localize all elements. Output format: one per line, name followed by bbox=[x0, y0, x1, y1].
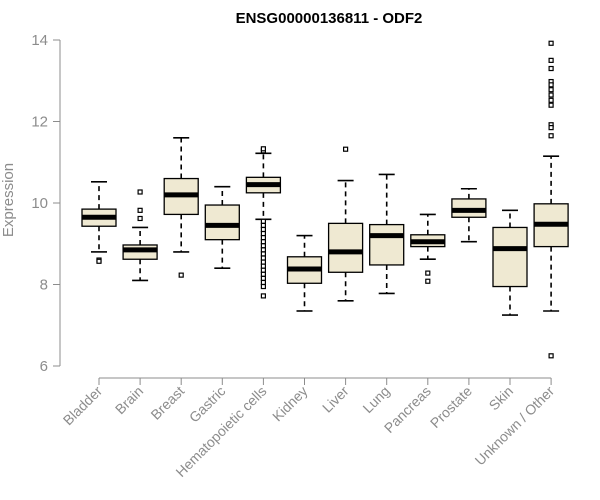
outlier-point bbox=[548, 92, 554, 98]
box-group bbox=[122, 189, 158, 282]
outlier-point bbox=[343, 146, 349, 152]
outlier-point bbox=[260, 243, 266, 249]
outlier-point bbox=[548, 40, 554, 46]
box-iqr bbox=[492, 226, 528, 288]
outlier-point bbox=[260, 247, 266, 253]
box-group bbox=[451, 187, 487, 243]
outlier-point bbox=[260, 251, 266, 257]
y-tick-label: 14 bbox=[31, 32, 48, 49]
outlier-point bbox=[425, 278, 431, 284]
outlier-point bbox=[96, 258, 102, 264]
outlier-point bbox=[260, 259, 266, 265]
x-tick-label: Skin bbox=[486, 383, 517, 414]
outlier-point bbox=[260, 279, 266, 286]
outlier-point bbox=[548, 353, 554, 359]
box-group bbox=[369, 173, 405, 295]
box-iqr bbox=[327, 222, 364, 273]
box-iqr bbox=[369, 223, 405, 266]
outlier-point bbox=[260, 271, 266, 277]
outlier-point bbox=[260, 239, 266, 245]
outlier-point bbox=[260, 275, 266, 281]
outlier-point bbox=[548, 125, 554, 131]
outlier-point bbox=[260, 267, 266, 273]
y-axis: 6 8 10 12 14 bbox=[31, 32, 61, 375]
outlier-point bbox=[137, 215, 143, 222]
x-tick-label: Bladder bbox=[60, 383, 106, 429]
outlier-point bbox=[260, 218, 266, 224]
box-group bbox=[410, 213, 446, 284]
outlier-point bbox=[260, 226, 266, 233]
box-group bbox=[81, 181, 117, 264]
outlier-point bbox=[137, 207, 143, 213]
outlier-point bbox=[260, 293, 266, 299]
box-iqr bbox=[204, 204, 240, 241]
x-tick-label: Liver bbox=[319, 383, 352, 416]
outlier-point bbox=[548, 133, 554, 139]
outlier-point bbox=[260, 235, 266, 241]
x-tick-label: Prostate bbox=[427, 383, 475, 431]
y-tick-label: 8 bbox=[40, 277, 48, 294]
box-group bbox=[492, 209, 528, 316]
box-group bbox=[533, 40, 569, 359]
outlier-point bbox=[548, 57, 554, 63]
outlier-point bbox=[548, 87, 554, 93]
outlier-point bbox=[425, 270, 431, 276]
outlier-point bbox=[260, 283, 266, 290]
x-tick-label: Breast bbox=[147, 383, 187, 423]
chart-title: ENSG00000136811 - ODF2 bbox=[236, 10, 423, 27]
box-group bbox=[327, 146, 364, 302]
x-tick-label: Lung bbox=[359, 383, 392, 416]
outlier-point bbox=[260, 255, 266, 261]
outlier-point bbox=[548, 102, 554, 108]
outlier-point bbox=[260, 146, 266, 152]
outlier-point bbox=[260, 263, 266, 269]
outlier-point bbox=[137, 189, 143, 195]
outlier-point bbox=[260, 222, 266, 229]
box-group bbox=[286, 234, 323, 312]
outlier-point bbox=[548, 65, 554, 72]
y-tick-label: 10 bbox=[31, 195, 48, 212]
box-group bbox=[245, 146, 282, 299]
y-axis-label: Expression bbox=[0, 163, 17, 237]
x-tick-label: Kidney bbox=[269, 383, 311, 425]
y-tick-label: 12 bbox=[31, 114, 48, 131]
box-group bbox=[204, 185, 240, 270]
x-tick-label: Brain bbox=[112, 383, 146, 417]
outlier-point bbox=[548, 82, 554, 88]
plot-area bbox=[81, 40, 569, 359]
outlier-point bbox=[548, 97, 554, 103]
outlier-point bbox=[260, 230, 266, 237]
outlier-point bbox=[178, 272, 184, 278]
y-tick-label: 6 bbox=[40, 358, 48, 375]
box-group bbox=[163, 137, 199, 278]
